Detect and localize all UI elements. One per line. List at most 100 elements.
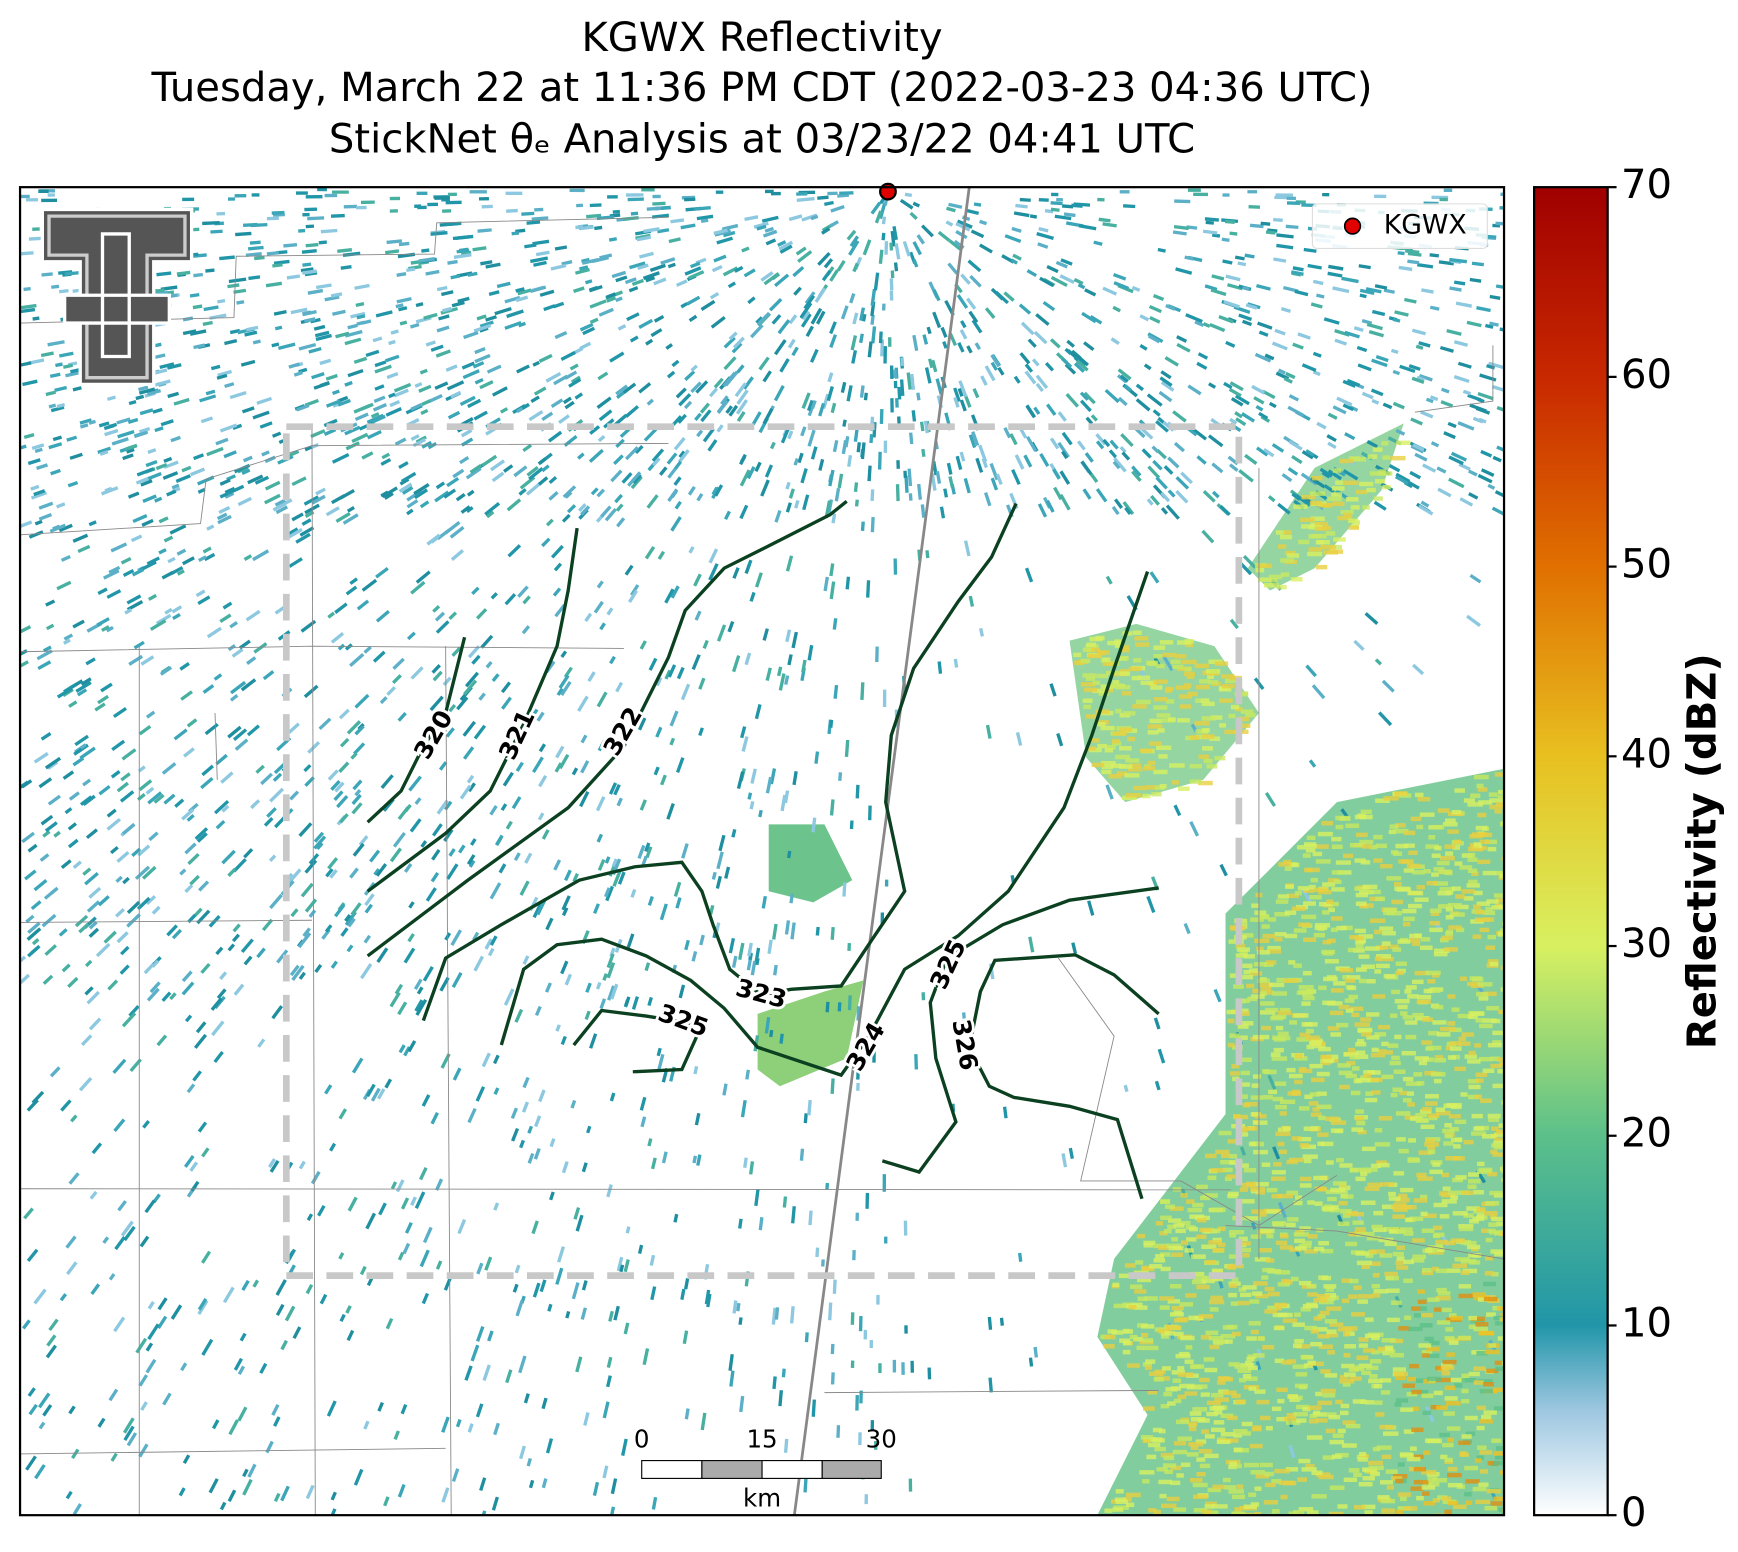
echo-gate: [354, 725, 365, 736]
echo-gate: [1287, 405, 1305, 418]
echo-gate: [1189, 1271, 1205, 1277]
echo-gate: [1145, 1365, 1152, 1370]
echo-gate: [1050, 275, 1068, 287]
echo-gate: [853, 428, 859, 442]
echo-gate: [1439, 1191, 1449, 1196]
echo-gate: [86, 900, 101, 913]
echo-gate: [228, 1419, 239, 1436]
echo-gate: [616, 1256, 624, 1272]
echo-gate: [198, 880, 210, 892]
echo-gate: [710, 315, 726, 329]
echo-gate: [897, 386, 902, 400]
echo-gate: [1340, 1208, 1352, 1214]
echo-gate: [1366, 322, 1383, 331]
echo-gate: [1452, 1156, 1465, 1161]
echo-gate: [375, 863, 388, 877]
echo-gate: [1443, 1141, 1454, 1146]
echo-gate: [1326, 899, 1334, 904]
echo-gate: [1394, 475, 1409, 485]
echo-gate: [305, 1484, 315, 1500]
echo-gate: [33, 1288, 47, 1305]
echo-gate: [1228, 387, 1242, 398]
echo-gate: [678, 393, 692, 407]
echo-gate: [1024, 567, 1034, 583]
echo-gate: [1306, 835, 1316, 841]
echo-gate: [1446, 1426, 1461, 1431]
echo-gate: [521, 211, 535, 216]
echo-gate: [284, 1305, 296, 1322]
echo-gate: [1221, 237, 1230, 242]
echo-gate: [420, 840, 428, 848]
echo-gate: [122, 569, 135, 577]
echo-gate: [216, 211, 226, 216]
echo-gate: [1412, 870, 1425, 875]
echo-gate: [1107, 1329, 1117, 1334]
echo-gate: [881, 216, 887, 225]
echo-gate: [24, 869, 37, 881]
echo-gate: [227, 283, 240, 289]
echo-gate: [1413, 1479, 1429, 1485]
echo-gate: [154, 426, 164, 433]
echo-gate: [947, 262, 959, 275]
echo-gate: [535, 250, 550, 257]
echo-gate: [1393, 851, 1403, 856]
echo-gate: [1242, 554, 1257, 569]
echo-gate: [20, 649, 28, 657]
echo-gate: [30, 484, 40, 491]
echo-gate: [415, 998, 428, 1016]
echo-gate: [1228, 1254, 1239, 1259]
echo-gate: [680, 302, 688, 309]
echo-gate: [1432, 1020, 1447, 1025]
echo-gate: [1461, 1373, 1470, 1379]
echo-gate: [626, 312, 640, 322]
echo-gate: [801, 213, 818, 222]
echo-gate: [1237, 1132, 1249, 1137]
echo-gate: [364, 903, 373, 914]
echo-gate: [740, 726, 747, 739]
echo-gate: [981, 458, 989, 469]
echo-gate: [1438, 869, 1452, 875]
echo-gate: [1349, 1376, 1362, 1381]
echo-gate: [1302, 995, 1315, 1001]
echo-gate: [1470, 1319, 1485, 1324]
echo-gate: [1219, 723, 1226, 728]
echo-gate: [1243, 969, 1251, 975]
echo-gate: [561, 895, 571, 911]
echo-gate: [1468, 492, 1479, 500]
echo-gate: [1498, 904, 1505, 910]
echo-gate: [1395, 1111, 1411, 1116]
echo-gate: [878, 1363, 882, 1374]
echo-gate: [1472, 1253, 1482, 1258]
echo-gate: [45, 599, 56, 607]
echo-gate: [1285, 884, 1294, 889]
echo-gate: [1155, 420, 1169, 433]
echo-gate: [1470, 1131, 1487, 1136]
echo-gate: [1326, 1054, 1339, 1060]
echo-gate: [773, 339, 787, 356]
echo-gate: [181, 970, 193, 983]
echo-gate: [745, 1069, 750, 1080]
echo-gate: [466, 489, 475, 497]
echo-gate: [1188, 1441, 1204, 1447]
echo-gate: [479, 380, 494, 390]
echo-gate: [1354, 1022, 1371, 1027]
echo-gate: [750, 768, 757, 784]
echo-gate: [680, 223, 696, 230]
echo-gate: [649, 1254, 656, 1266]
echo-gate: [407, 1040, 417, 1053]
echo-gate: [1426, 1346, 1440, 1352]
echo-gate: [1375, 945, 1385, 950]
echo-gate: [1169, 1206, 1184, 1211]
echo-gate: [196, 832, 208, 843]
echo-gate: [1440, 1454, 1448, 1460]
echo-gate: [1177, 786, 1190, 791]
echo-gate: [1282, 285, 1299, 293]
echo-gate: [127, 491, 140, 499]
echo-gate: [754, 1188, 760, 1207]
echo-gate: [890, 398, 894, 413]
echo-gate: [975, 457, 984, 473]
echo-gate: [859, 307, 866, 321]
echo-gate: [653, 314, 665, 323]
echo-gate: [325, 399, 341, 408]
echo-gate: [741, 736, 749, 752]
